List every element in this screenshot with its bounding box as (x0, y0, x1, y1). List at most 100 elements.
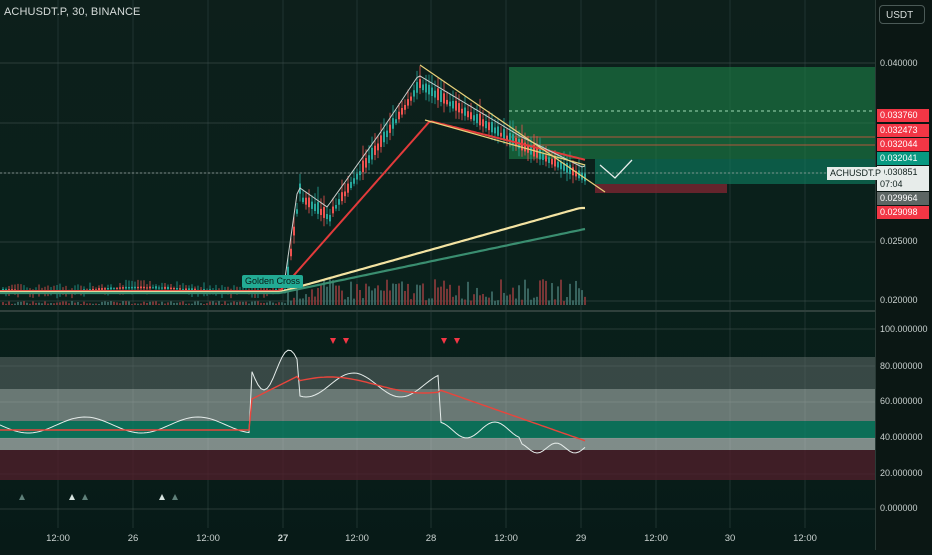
volume-bar (179, 302, 181, 305)
volume-bar (512, 287, 514, 305)
volume-bar (317, 288, 319, 305)
volume-bar (497, 300, 499, 305)
volume-bar (413, 293, 415, 305)
volume-bar (161, 301, 163, 305)
candle-body (437, 88, 439, 101)
volume-bar (374, 288, 376, 305)
candle-body (341, 192, 343, 202)
volume-bar (434, 279, 436, 305)
volume-bar (419, 285, 421, 305)
volume-bar (110, 301, 112, 305)
candle-body (173, 288, 175, 290)
volume-bar (440, 286, 442, 305)
volume-bar (230, 302, 232, 305)
volume-bar (518, 285, 520, 305)
time-tick: 12:00 (46, 533, 70, 544)
candle-body (116, 287, 118, 289)
candle-body (128, 287, 130, 289)
candle-body (557, 161, 559, 168)
price-label-last: 0.030851 (877, 166, 929, 179)
candle-body (431, 87, 433, 97)
symbol-title: ACHUSDT.P, 30, BINANCE (4, 6, 141, 18)
volume-bar (332, 280, 334, 305)
volume-bar (242, 301, 244, 305)
candle-body (158, 287, 160, 289)
volume-bar (473, 294, 475, 305)
sell-signal-marker (343, 338, 349, 344)
volume-bar (56, 302, 58, 305)
volume-bar (539, 280, 541, 305)
candle-body (560, 161, 562, 170)
price-label-level: 0.029964 (877, 192, 929, 205)
volume-bar (143, 301, 145, 305)
currency-button[interactable]: USDT (879, 5, 925, 24)
volume-bar (383, 290, 385, 305)
volume-bar (287, 282, 289, 305)
candle-body (122, 287, 124, 289)
time-tick: 27 (277, 533, 289, 544)
volume-bar (470, 300, 472, 305)
volume-bar (311, 289, 313, 305)
candle-body (89, 289, 91, 291)
volume-bar (8, 301, 10, 305)
volume-bar (116, 302, 118, 305)
volume-bar (461, 298, 463, 305)
volume-bar (401, 281, 403, 305)
volume-bar (500, 279, 502, 305)
volume-bar (377, 285, 379, 305)
volume-bar (428, 298, 430, 305)
projection-arrow (599, 159, 633, 179)
price-label-level: 0.029098 (877, 206, 929, 219)
candle-body (584, 173, 586, 182)
chart-canvas[interactable] (0, 0, 875, 550)
candle-body (125, 286, 127, 289)
time-tick: 12:00 (196, 533, 220, 544)
volume-bar (257, 301, 259, 305)
chart-plot-area[interactable] (0, 0, 875, 550)
candle-body (182, 288, 184, 290)
candle-body (425, 83, 427, 93)
volume-bar (59, 302, 61, 305)
candle-body (140, 286, 142, 289)
volume-bar (5, 303, 7, 305)
volume-bar (188, 303, 190, 305)
volume-bar (263, 302, 265, 305)
candle-body (275, 289, 277, 291)
volume-bar (425, 300, 427, 305)
volume-bar (446, 288, 448, 305)
candle-body (398, 111, 400, 120)
candle-body (449, 101, 451, 107)
buy-signal-marker (159, 494, 165, 500)
volume-bar (167, 302, 169, 305)
volume-bar (86, 303, 88, 305)
volume-bar (239, 301, 241, 305)
osc-band-mid (0, 389, 875, 421)
osc-band-green (0, 421, 875, 438)
price-axis[interactable] (875, 0, 932, 550)
ema-red-line (0, 120, 586, 292)
volume-bar (302, 298, 304, 305)
candle-body (497, 126, 499, 136)
volume-bar (356, 284, 358, 305)
volume-bar (464, 299, 466, 305)
candle-body (191, 288, 193, 291)
candle-body (137, 286, 139, 289)
candle-body (446, 99, 448, 105)
candle-body (566, 163, 568, 173)
volume-bar (260, 302, 262, 305)
volume-bar (170, 301, 172, 305)
volume-bar (548, 300, 550, 305)
volume-bar (572, 300, 574, 305)
candle-body (326, 214, 328, 220)
candle-body (416, 82, 418, 93)
candle-body (344, 191, 346, 197)
volume-bar (104, 301, 106, 305)
candle-body (452, 100, 454, 109)
volume-bar (290, 300, 292, 305)
volume-bar (275, 303, 277, 305)
volume-bar (152, 301, 154, 305)
oscillator-signal (0, 375, 586, 442)
volume-bar (371, 290, 373, 305)
volume-bar (164, 303, 166, 305)
